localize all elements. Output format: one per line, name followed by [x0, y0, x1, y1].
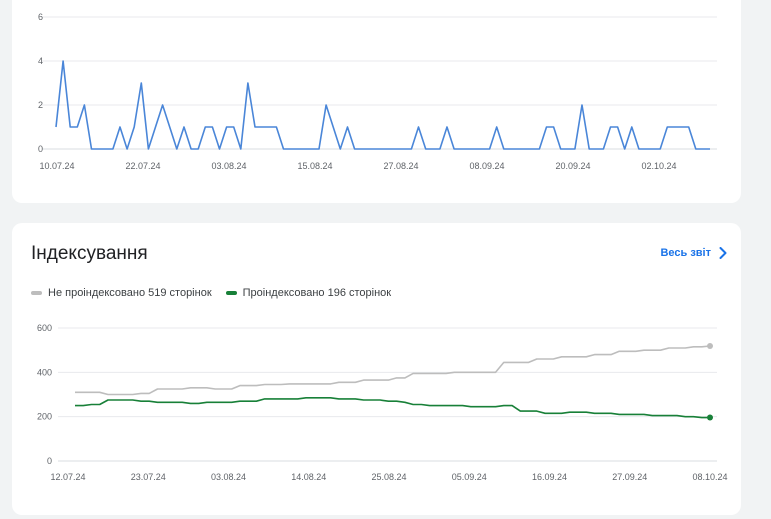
- indexing-series-line-1: [75, 397, 710, 419]
- legend-swatch-not-indexed: [31, 291, 42, 295]
- indexing-title: Індексування: [31, 243, 148, 264]
- clicks-x-tick-label: 22.07.24: [125, 161, 160, 171]
- clicks-y-tick-label: 2: [38, 100, 43, 110]
- indexing-x-tick-label: 12.07.24: [50, 472, 85, 482]
- indexing-series-end-point-0[interactable]: [707, 342, 713, 349]
- clicks-line-chart: 6 4 2 0 10.07.24 22.07.24 03.08.24 15.08.24 27.0…: [38, 12, 717, 171]
- clicks-x-tick-label: 27.08.24: [383, 161, 418, 171]
- clicks-x-tick-label: 02.10.24: [641, 161, 676, 171]
- clicks-y-tick-label: 0: [38, 144, 43, 154]
- clicks-y-tick-label: 4: [38, 56, 43, 66]
- indexing-y-tick-label: 200: [37, 412, 52, 422]
- legend-label-indexed: Проіндексовано 196 сторінок: [242, 287, 392, 299]
- clicks-x-tick-label: 20.09.24: [555, 161, 590, 171]
- indexing-x-tick-label: 05.09.24: [452, 472, 487, 482]
- clicks-x-tick-label: 08.09.24: [469, 161, 504, 171]
- indexing-series-end-point-1[interactable]: [707, 414, 713, 421]
- clicks-x-tick-label: 15.08.24: [297, 161, 332, 171]
- indexing-x-tick-label: 03.08.24: [211, 472, 246, 482]
- indexing-y-tick-label: 600: [37, 323, 52, 333]
- indexing-series-line-0: [75, 345, 711, 396]
- full-report-link[interactable]: Весь звіт: [660, 247, 727, 259]
- indexing-x-tick-label: 23.07.24: [131, 472, 166, 482]
- indexing-x-tick-label: 16.09.24: [532, 472, 567, 482]
- legend-label-not-indexed: Не проіндексовано 519 сторінок: [48, 287, 212, 299]
- indexing-y-tick-label: 0: [47, 456, 52, 466]
- clicks-chart-card: 6 4 2 0 10.07.24 22.07.24 03.08.24 15.08.24 27.0…: [12, 0, 741, 203]
- indexing-card: Індексування Весь звіт Не проіндексовано…: [12, 223, 741, 515]
- clicks-y-tick-label: 6: [38, 12, 43, 22]
- indexing-line-chart: 600 400 200 0 12.07.24 23.07.24 03.08.24 14.08.…: [37, 323, 728, 482]
- legend-not-indexed[interactable]: Не проіндексовано 519 сторінок: [31, 287, 212, 299]
- indexing-x-tick-label: 27.09.24: [612, 472, 647, 482]
- legend-indexed[interactable]: Проіндексовано 196 сторінок: [225, 287, 392, 299]
- clicks-x-tick-label: 03.08.24: [211, 161, 246, 171]
- indexing-x-tick-label: 08.10.24: [692, 472, 727, 482]
- indexing-x-tick-label: 25.08.24: [371, 472, 406, 482]
- indexing-legend: Не проіндексовано 519 сторінок Проіндекс…: [31, 287, 391, 299]
- legend-swatch-indexed: [225, 291, 237, 295]
- clicks-series-line-0: [55, 60, 710, 150]
- indexing-x-tick-label: 14.08.24: [291, 472, 326, 482]
- clicks-x-tick-label: 10.07.24: [39, 161, 74, 171]
- indexing-y-tick-label: 400: [37, 367, 52, 377]
- full-report-label[interactable]: Весь звіт: [660, 247, 711, 259]
- chevron-right-icon[interactable]: [719, 247, 727, 259]
